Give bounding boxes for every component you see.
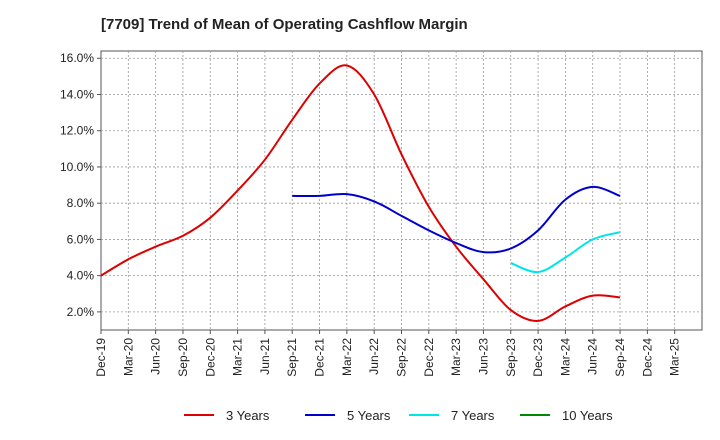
- series-lines: [100, 64, 621, 322]
- x-tick-label: Jun-22: [367, 338, 381, 375]
- x-tick-label: Mar-25: [668, 338, 682, 376]
- legend-swatch: [520, 414, 550, 416]
- x-tick-label: Sep-21: [285, 338, 299, 377]
- y-tick-label: 12.0%: [60, 124, 94, 138]
- legend-swatch: [184, 414, 214, 416]
- legend-item: 10 Years: [520, 404, 613, 426]
- x-tick-label: Jun-23: [476, 338, 490, 375]
- x-tick-label: Jun-20: [149, 338, 163, 375]
- x-tick-label: Dec-20: [203, 338, 217, 377]
- y-tick-label: 16.0%: [60, 51, 94, 65]
- series-line-7-years: [510, 231, 621, 274]
- legend: 3 Years 5 Years 7 Years 10 Years: [0, 404, 720, 426]
- legend-label: 3 Years: [226, 407, 270, 423]
- y-axis-ticks: 2.0% 4.0% 6.0% 8.0% 10.0% 12.0% 14.0% 16.0%: [60, 51, 101, 319]
- y-tick-label: 10.0%: [60, 160, 94, 174]
- legend-label: 5 Years: [347, 407, 391, 423]
- x-tick-label: Sep-20: [176, 338, 190, 377]
- y-tick-label: 14.0%: [60, 87, 94, 101]
- y-tick-label: 6.0%: [67, 232, 95, 246]
- x-tick-label: Jun-24: [586, 338, 600, 375]
- x-tick-label: Sep-24: [613, 338, 627, 377]
- chart-title: [7709] Trend of Mean of Operating Cashfl…: [101, 16, 468, 33]
- legend-item: 3 Years: [184, 404, 269, 426]
- x-tick-label: Dec-21: [313, 338, 327, 377]
- x-tick-label: Dec-22: [422, 338, 436, 377]
- x-tick-label: Sep-22: [395, 338, 409, 377]
- legend-swatch: [305, 414, 335, 416]
- x-tick-label: Jun-21: [258, 338, 272, 375]
- x-tick-label: Dec-24: [640, 338, 654, 377]
- series-line-5-years: [292, 185, 621, 254]
- legend-swatch: [409, 414, 439, 416]
- x-tick-label: Mar-21: [231, 338, 245, 376]
- legend-label: 7 Years: [451, 407, 495, 423]
- x-tick-label: Mar-22: [340, 338, 354, 376]
- x-axis-ticks: Dec-19 Mar-20 Jun-20 Sep-20 Dec-20 Mar-21 Jun-…: [94, 330, 682, 377]
- x-tick-label: Mar-20: [121, 338, 135, 376]
- x-tick-label: Dec-19: [94, 338, 108, 377]
- series-line-3-years: [100, 64, 621, 322]
- x-tick-label: Mar-24: [558, 338, 572, 376]
- legend-item: 5 Years: [305, 404, 390, 426]
- y-tick-label: 2.0%: [67, 305, 95, 319]
- x-tick-label: Mar-23: [449, 338, 463, 376]
- y-tick-label: 4.0%: [67, 269, 95, 283]
- x-tick-label: Sep-23: [504, 338, 518, 377]
- y-tick-label: 8.0%: [67, 196, 95, 210]
- grid-lines: [101, 51, 702, 330]
- legend-item: 7 Years: [409, 404, 494, 426]
- legend-label: 10 Years: [562, 407, 613, 423]
- x-tick-label: Dec-23: [531, 338, 545, 377]
